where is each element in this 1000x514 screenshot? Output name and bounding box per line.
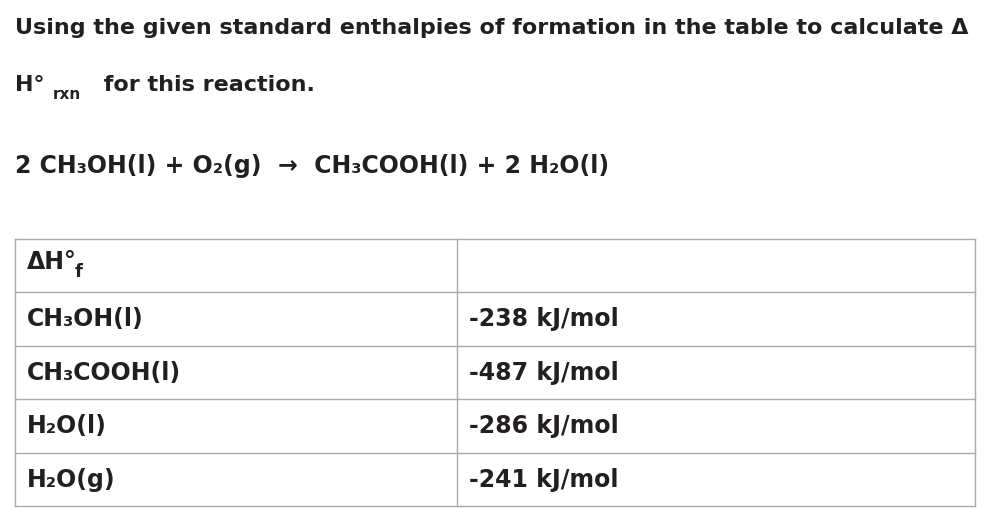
Text: -487 kJ/mol: -487 kJ/mol: [469, 361, 618, 384]
Text: 2 CH₃OH(l) + O₂(g)  →  CH₃COOH(l) + 2 H₂O(l): 2 CH₃OH(l) + O₂(g) → CH₃COOH(l) + 2 H₂O(…: [15, 154, 609, 178]
Text: H°: H°: [15, 75, 45, 95]
Text: ΔH°: ΔH°: [27, 250, 77, 273]
Text: H₂O(g): H₂O(g): [27, 468, 116, 491]
Text: rxn: rxn: [53, 87, 81, 102]
Text: f: f: [75, 263, 83, 281]
Text: for this reaction.: for this reaction.: [96, 75, 315, 95]
Text: -238 kJ/mol: -238 kJ/mol: [469, 307, 618, 331]
Text: -241 kJ/mol: -241 kJ/mol: [469, 468, 618, 491]
Text: -286 kJ/mol: -286 kJ/mol: [469, 414, 618, 438]
Text: H₂O(l): H₂O(l): [27, 414, 107, 438]
Text: CH₃OH(l): CH₃OH(l): [27, 307, 144, 331]
Text: CH₃COOH(l): CH₃COOH(l): [27, 361, 181, 384]
Text: Using the given standard enthalpies of formation in the table to calculate Δ: Using the given standard enthalpies of f…: [15, 18, 968, 38]
